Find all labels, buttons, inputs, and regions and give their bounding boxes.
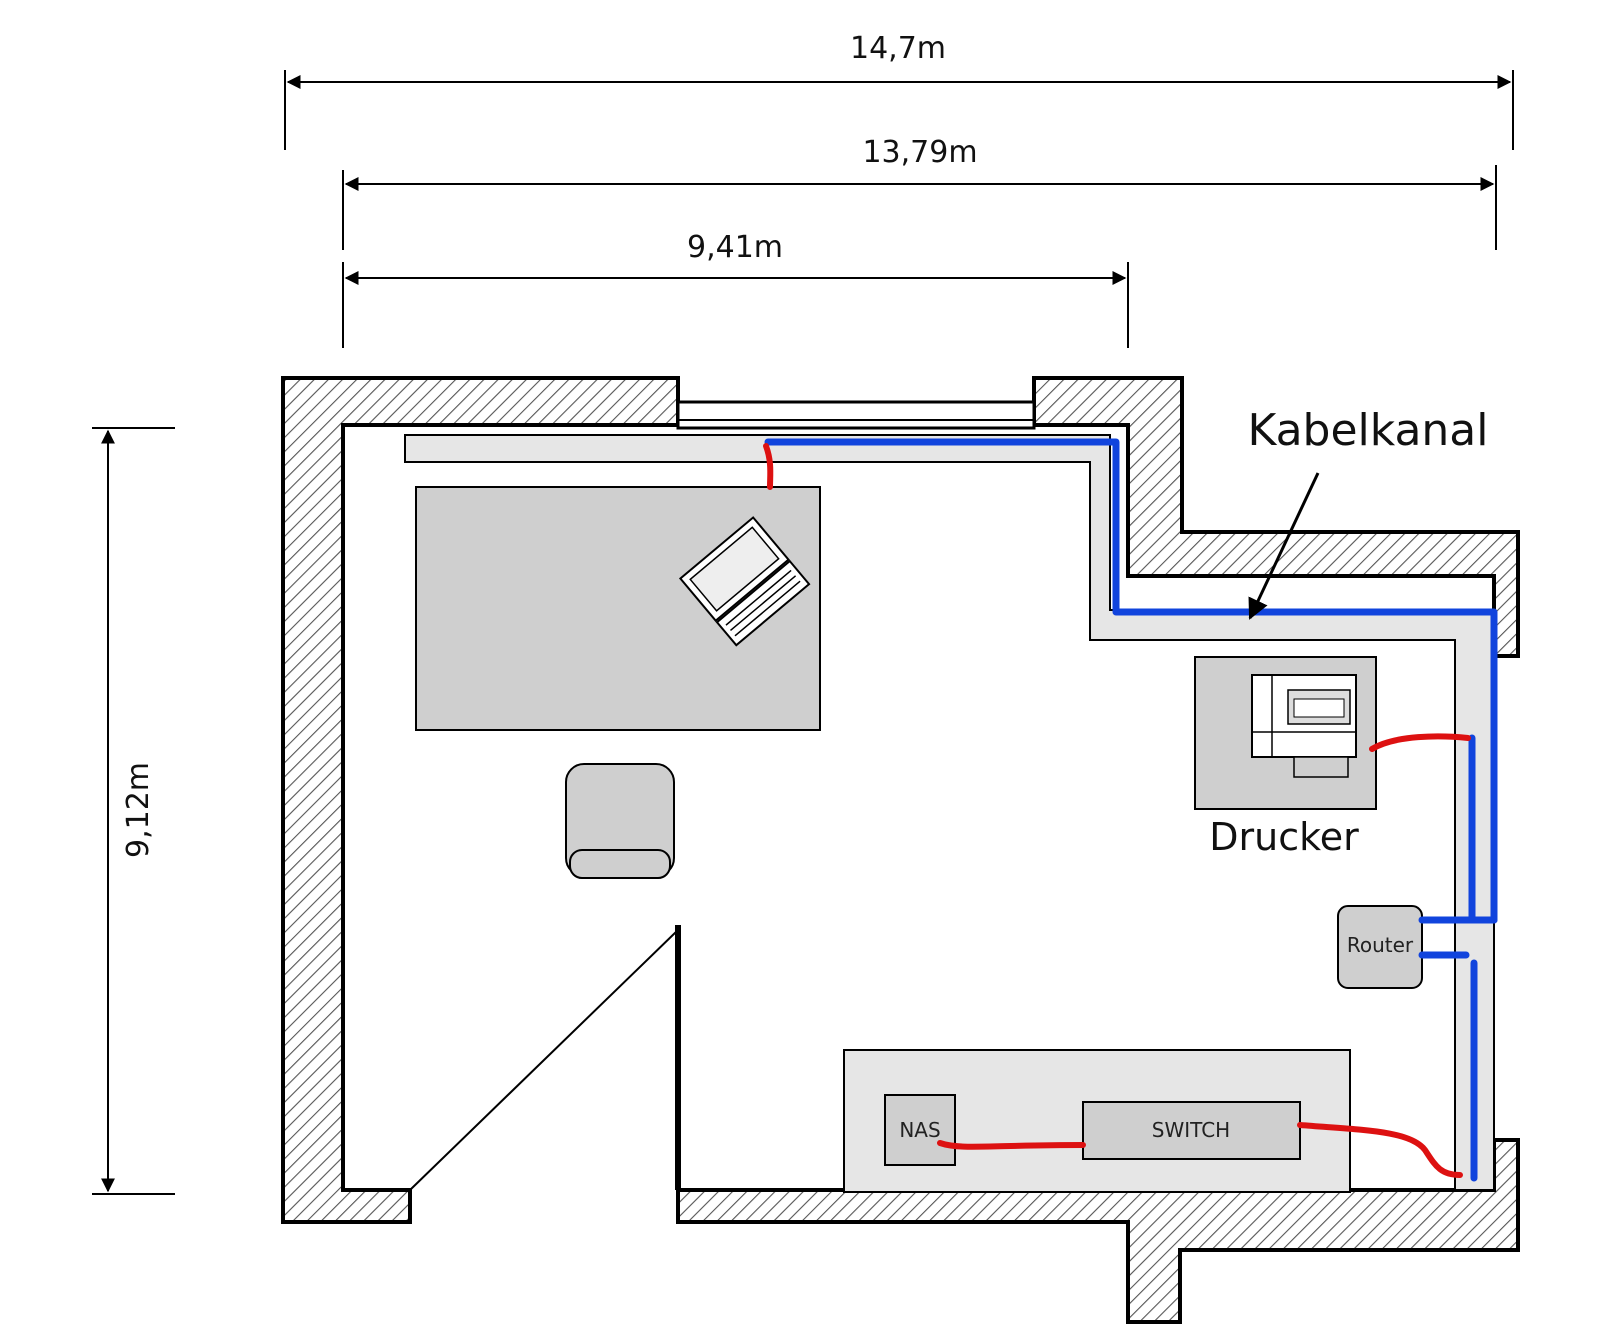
network-cable-main xyxy=(764,438,1498,924)
patch-cable-printer xyxy=(1369,733,1471,752)
cable-channel-annotation: Kabelkanal xyxy=(1247,405,1489,620)
door xyxy=(409,925,681,1191)
cable-channel xyxy=(404,434,1495,1191)
dimension-height: 9,12m xyxy=(92,427,175,1195)
nas-label: NAS xyxy=(899,1118,940,1142)
dimension-total-width: 14,7m xyxy=(284,31,1514,150)
chair-icon xyxy=(565,763,675,879)
switch: SWITCH xyxy=(1082,1101,1301,1160)
printer-label: Drucker xyxy=(1209,815,1359,859)
window xyxy=(676,400,1036,430)
laptop-icon xyxy=(678,516,811,647)
dimension-total-width-label: 14,7m xyxy=(850,31,946,66)
nas: NAS xyxy=(884,1094,956,1166)
dimension-section-width-label: 9,41m xyxy=(687,230,783,265)
patch-cable-switch-channel xyxy=(1297,1122,1463,1178)
dimension-height-label: 9,12m xyxy=(121,762,156,858)
dimension-section-width: 9,41m xyxy=(342,230,1129,348)
router: Router xyxy=(1337,905,1423,989)
walls xyxy=(281,376,1520,1324)
printer: Drucker xyxy=(1194,656,1377,859)
switch-label: SWITCH xyxy=(1152,1118,1230,1142)
patch-cable-nas-switch xyxy=(937,1140,1086,1150)
network-cables xyxy=(764,438,1498,1182)
dimension-inner-width-label: 13,79m xyxy=(862,135,977,170)
wall-left xyxy=(281,376,680,1224)
dimension-inner-width: 13,79m xyxy=(342,135,1497,250)
cable-channel-label: Kabelkanal xyxy=(1247,405,1488,456)
patch-cables xyxy=(763,443,1471,1178)
router-label: Router xyxy=(1347,933,1414,957)
patch-cable-laptop xyxy=(763,443,774,490)
